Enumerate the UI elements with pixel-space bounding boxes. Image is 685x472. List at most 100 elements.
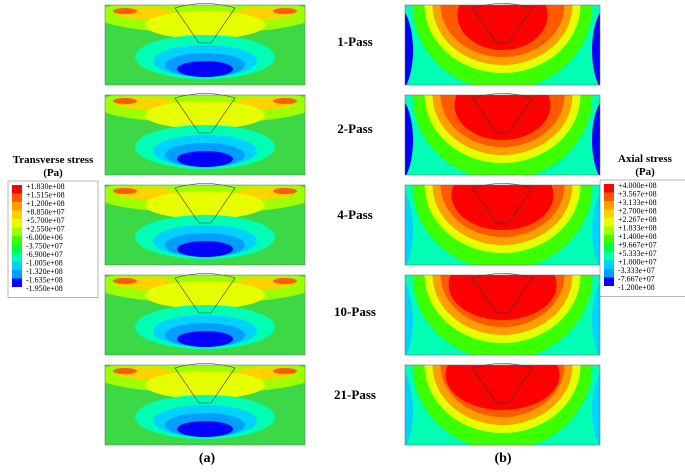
band bbox=[113, 368, 137, 374]
legend-label: +1.833e+08 bbox=[618, 223, 657, 232]
frame bbox=[104, 364, 306, 446]
axial-contour bbox=[404, 363, 601, 446]
contour-fill bbox=[105, 185, 305, 265]
legend-label: +5.333e+07 bbox=[618, 249, 657, 258]
legend-label: -6.000e+06 bbox=[26, 233, 63, 242]
axial-contour bbox=[404, 273, 601, 356]
legend-label: +3.567e+08 bbox=[618, 189, 657, 198]
band bbox=[177, 421, 233, 437]
legend-swatch bbox=[12, 278, 22, 287]
legend-label: -1.320e+08 bbox=[26, 267, 63, 276]
weld-bead bbox=[472, 3, 533, 44]
contour-fill bbox=[405, 5, 600, 85]
frame bbox=[404, 364, 601, 446]
contour-fill bbox=[405, 275, 600, 355]
legend-label: -1.005e+08 bbox=[26, 258, 63, 267]
contour-fill bbox=[105, 365, 305, 445]
transverse-contour bbox=[104, 93, 306, 176]
contour-fill bbox=[405, 365, 600, 445]
pass-label: 10-Pass bbox=[334, 304, 376, 319]
pass-label: 1-Pass bbox=[337, 34, 372, 49]
frame bbox=[104, 94, 306, 176]
band bbox=[457, 5, 548, 50]
legend-label: +1.000e+07 bbox=[618, 257, 657, 266]
legend-label: -1.200e+08 bbox=[618, 283, 655, 292]
band bbox=[273, 278, 297, 284]
legend-swatch bbox=[604, 184, 614, 193]
axial-contour bbox=[404, 93, 601, 176]
panel-label: (b) bbox=[494, 451, 511, 466]
band bbox=[273, 188, 297, 194]
legend-label: +9.667e+07 bbox=[618, 240, 657, 249]
contour-fill bbox=[105, 275, 305, 355]
pass-label: 21-Pass bbox=[334, 387, 376, 402]
legend-swatch bbox=[604, 218, 614, 227]
transverse-contour bbox=[104, 3, 306, 86]
legend-title: (Pa) bbox=[635, 166, 655, 178]
legend-label: +2.267e+08 bbox=[618, 215, 657, 224]
weld-bead bbox=[174, 273, 236, 314]
panel-label: (a) bbox=[199, 451, 216, 466]
contour-fill bbox=[405, 95, 600, 175]
legend-swatch bbox=[604, 201, 614, 210]
band bbox=[145, 11, 265, 39]
band bbox=[445, 365, 560, 410]
legend-label: +8.850e+07 bbox=[26, 207, 65, 216]
legend-swatch bbox=[604, 243, 614, 252]
band bbox=[177, 61, 233, 77]
legend-swatch bbox=[12, 227, 22, 236]
legend-label: +1.830e+08 bbox=[26, 182, 65, 191]
frame bbox=[404, 274, 601, 356]
transverse-contour bbox=[104, 363, 306, 446]
legend-label: -3.333e+07 bbox=[618, 266, 655, 275]
frame bbox=[104, 184, 306, 266]
band bbox=[177, 241, 233, 257]
legend-swatch bbox=[12, 261, 22, 270]
band bbox=[113, 278, 137, 284]
band bbox=[405, 12, 413, 85]
band bbox=[113, 98, 137, 104]
legend-label: +5.700e+07 bbox=[26, 216, 65, 225]
band bbox=[592, 102, 600, 175]
weld-bead bbox=[174, 93, 236, 134]
pass-label: 4-Pass bbox=[337, 207, 372, 222]
weld-bead bbox=[472, 273, 533, 314]
band bbox=[145, 281, 265, 309]
frame bbox=[104, 4, 306, 86]
weld-bead bbox=[174, 363, 236, 404]
legend-label: -3.750e+07 bbox=[26, 241, 63, 250]
band bbox=[448, 275, 557, 320]
legend-swatch bbox=[12, 185, 22, 194]
legend-swatch bbox=[604, 209, 614, 218]
band bbox=[592, 12, 600, 85]
legend-swatch bbox=[604, 260, 614, 269]
band bbox=[592, 372, 600, 445]
band bbox=[273, 368, 297, 374]
legend-title: Transverse stress bbox=[13, 154, 94, 166]
legend-swatch bbox=[604, 252, 614, 261]
legend-swatch bbox=[12, 210, 22, 219]
band bbox=[405, 192, 413, 265]
band bbox=[113, 8, 137, 14]
legend-label: +1.515e+08 bbox=[26, 190, 65, 199]
band bbox=[145, 371, 265, 399]
transverse-contour bbox=[104, 183, 306, 266]
band bbox=[145, 191, 265, 219]
legend-box bbox=[599, 179, 685, 297]
legend-label: -1.950e+08 bbox=[26, 284, 63, 293]
band bbox=[405, 372, 413, 445]
legend-swatch bbox=[12, 193, 22, 202]
frame bbox=[104, 274, 306, 356]
legend-swatch bbox=[12, 236, 22, 245]
legend-swatch bbox=[604, 235, 614, 244]
contour-fill bbox=[405, 185, 600, 265]
band bbox=[451, 185, 554, 230]
legend-swatch bbox=[604, 277, 614, 286]
frame bbox=[404, 94, 601, 176]
legend-label: -7.667e+07 bbox=[618, 274, 655, 283]
legend-swatch bbox=[12, 244, 22, 253]
legend-swatch bbox=[604, 269, 614, 278]
band bbox=[592, 192, 600, 265]
legend-box bbox=[7, 180, 99, 298]
